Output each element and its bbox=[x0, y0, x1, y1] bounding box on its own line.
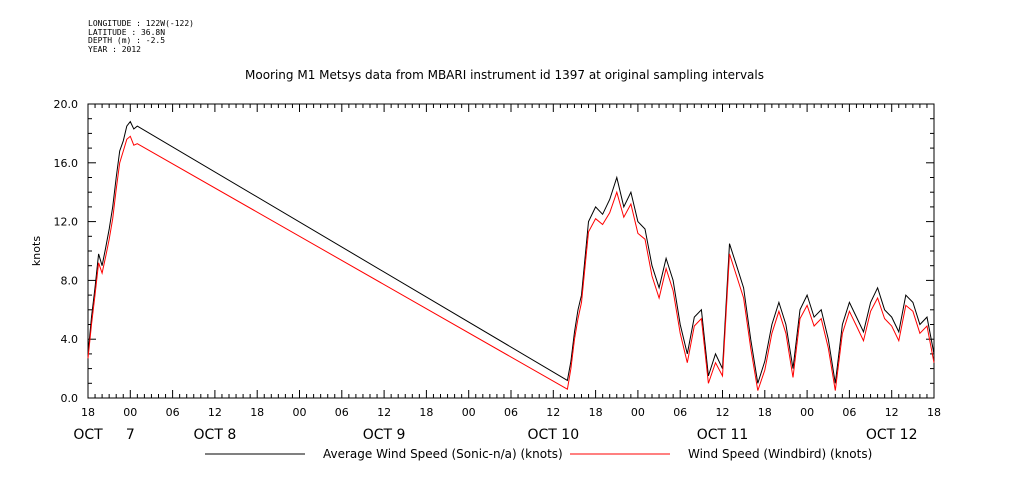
day-label: OCT 9 bbox=[363, 427, 406, 443]
x-tick-label: 18 bbox=[589, 406, 603, 419]
legend-label-windbird: Wind Speed (Windbird) (knots) bbox=[688, 447, 872, 461]
x-tick-label: 00 bbox=[462, 406, 476, 419]
day-label: OCT 12 bbox=[866, 427, 918, 443]
x-tick-label: 06 bbox=[842, 406, 856, 419]
y-axis-label: knots bbox=[30, 236, 43, 266]
series-line-1 bbox=[87, 135, 935, 391]
x-ticks: 18 00 06 12 18 00 06 12 18 00 06 12 18 00 06 12 18 00 06 12… bbox=[81, 104, 941, 419]
day-label: OCT 10 bbox=[527, 427, 579, 443]
series-line-0 bbox=[87, 120, 935, 384]
x-tick-label: 18 bbox=[758, 406, 772, 419]
x-tick-label: 06 bbox=[673, 406, 687, 419]
y-tick-label: 8.0 bbox=[61, 274, 79, 287]
x-tick-label: 18 bbox=[81, 406, 95, 419]
x-tick-label: 12 bbox=[885, 406, 899, 419]
x-tick-label: 12 bbox=[208, 406, 222, 419]
x-tick-label: 06 bbox=[166, 406, 180, 419]
x-tick-label: 12 bbox=[377, 406, 391, 419]
year-label: YEAR : 2012 bbox=[88, 44, 141, 54]
legend-label-sonic: Average Wind Speed (Sonic-n/a) (knots) bbox=[323, 447, 563, 461]
y-tick-label: 4.0 bbox=[61, 333, 79, 346]
y-tick-label: 16.0 bbox=[54, 157, 79, 170]
x-tick-label: 00 bbox=[293, 406, 307, 419]
day-label: OCT bbox=[73, 427, 103, 443]
latitude-label: LATITUDE : 36.8N bbox=[88, 27, 166, 37]
x-tick-label: 18 bbox=[419, 406, 433, 419]
x-tick-label: 12 bbox=[546, 406, 560, 419]
y-tick-label: 12.0 bbox=[54, 216, 79, 229]
x-tick-label: 18 bbox=[927, 406, 941, 419]
day-label: OCT 11 bbox=[697, 427, 749, 443]
y-tick-label: 20.0 bbox=[54, 98, 79, 111]
x-tick-label: 00 bbox=[800, 406, 814, 419]
plot-frame bbox=[87, 103, 935, 399]
y-tick-label: 0.0 bbox=[61, 392, 79, 405]
day-label: 7 bbox=[126, 427, 135, 443]
x-tick-label: 06 bbox=[335, 406, 349, 419]
metadata-block: LONGITUDE : 122W(-122) LATITUDE : 36.8N … bbox=[88, 19, 194, 54]
chart-title: Mooring M1 Metsys data from MBARI instru… bbox=[245, 68, 764, 82]
day-labels: OCT 7 OCT 8 OCT 9 OCT 10 OCT 11 OCT 12 bbox=[73, 427, 917, 443]
legend: Average Wind Speed (Sonic-n/a) (knots) W… bbox=[205, 447, 872, 461]
x-tick-label: 06 bbox=[504, 406, 518, 419]
x-tick-label: 00 bbox=[631, 406, 645, 419]
longitude-label: LONGITUDE : 122W(-122) bbox=[88, 19, 194, 28]
x-tick-label: 00 bbox=[123, 406, 137, 419]
depth-label: DEPTH (m) : -2.5 bbox=[88, 36, 166, 45]
series-group bbox=[87, 120, 935, 391]
y-ticks: 0.0 4.0 8.0 12.0 16.0 20.0 bbox=[54, 98, 934, 405]
day-label: OCT 8 bbox=[194, 427, 237, 443]
x-tick-label: 12 bbox=[716, 406, 730, 419]
x-tick-label: 18 bbox=[250, 406, 264, 419]
